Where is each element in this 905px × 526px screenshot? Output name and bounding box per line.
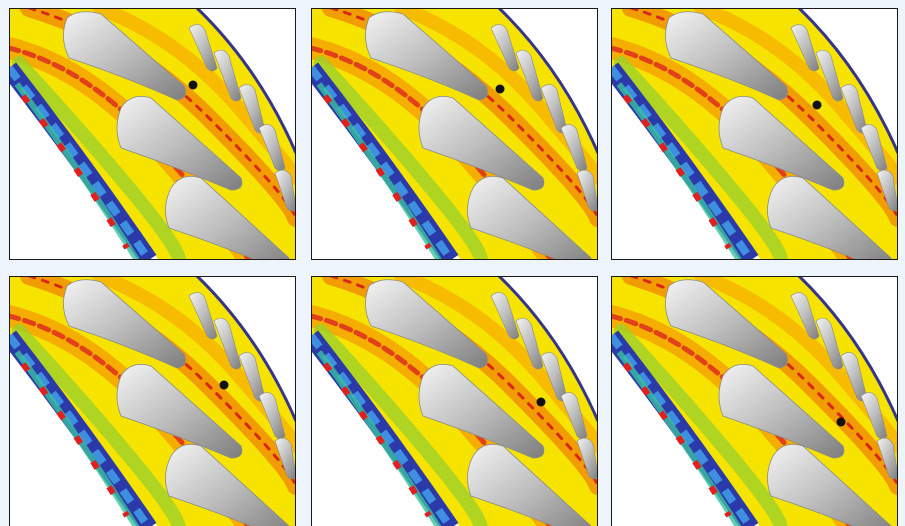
panel: [311, 8, 598, 270]
panel: [9, 276, 296, 526]
panel: [311, 276, 598, 526]
marker-dot: [220, 381, 229, 390]
marker-dot: [837, 418, 846, 427]
marker-dot: [813, 101, 822, 110]
marker-dot: [189, 81, 198, 90]
figure-grid: [0, 0, 905, 526]
marker-dot: [537, 398, 546, 407]
panel: [611, 276, 898, 526]
panel: [9, 8, 296, 270]
panel: [611, 8, 898, 270]
marker-dot: [496, 85, 505, 94]
